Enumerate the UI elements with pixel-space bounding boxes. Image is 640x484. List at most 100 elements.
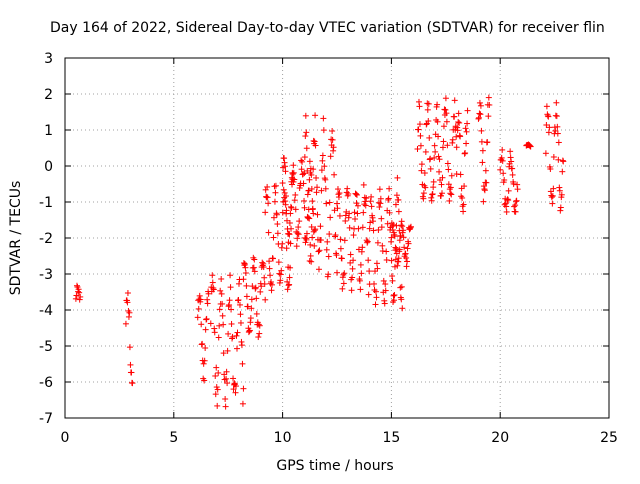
- data-point: [243, 293, 250, 300]
- data-point: [203, 315, 210, 322]
- data-point: [323, 246, 330, 253]
- data-point: [348, 287, 355, 294]
- data-point: [77, 293, 84, 300]
- data-point: [227, 284, 234, 291]
- data-point: [327, 214, 334, 221]
- data-point: [500, 170, 507, 177]
- data-point: [360, 181, 367, 188]
- data-point: [197, 296, 204, 303]
- data-point: [334, 205, 341, 212]
- data-point: [442, 95, 449, 102]
- data-point: [329, 136, 336, 143]
- data-point: [219, 300, 226, 307]
- data-point: [272, 182, 279, 189]
- data-point: [486, 101, 493, 108]
- data-point: [390, 297, 397, 304]
- data-point: [129, 380, 136, 387]
- data-point: [223, 368, 230, 375]
- data-point: [395, 208, 402, 215]
- data-point: [279, 240, 286, 247]
- data-point: [395, 196, 402, 203]
- data-point: [300, 180, 307, 187]
- data-point: [268, 278, 275, 285]
- data-point: [383, 256, 390, 263]
- data-point: [282, 163, 289, 170]
- data-point: [434, 118, 441, 125]
- data-point: [363, 195, 370, 202]
- data-point: [415, 126, 422, 133]
- y-tick-label: 2: [44, 87, 53, 103]
- data-point: [498, 154, 505, 161]
- data-point: [477, 102, 484, 109]
- data-point: [421, 170, 428, 177]
- data-point: [270, 214, 277, 221]
- data-point: [309, 206, 316, 213]
- data-point: [314, 211, 321, 218]
- data-point: [546, 124, 553, 131]
- data-point: [210, 286, 217, 293]
- data-point: [503, 208, 510, 215]
- data-point: [427, 155, 434, 162]
- data-point: [243, 282, 250, 289]
- data-point: [356, 277, 363, 284]
- data-point: [242, 264, 249, 271]
- data-point: [360, 209, 367, 216]
- data-point: [373, 260, 380, 267]
- data-point: [365, 291, 372, 298]
- data-point: [232, 389, 239, 396]
- data-point: [401, 244, 408, 251]
- y-tick-label: -1: [39, 195, 53, 211]
- data-point: [234, 345, 241, 352]
- data-point: [430, 184, 437, 191]
- data-point: [558, 191, 565, 198]
- data-point: [215, 369, 222, 376]
- data-point: [354, 202, 361, 209]
- data-point: [398, 283, 405, 290]
- x-tick-label: 0: [61, 430, 70, 446]
- data-point: [460, 201, 467, 208]
- data-point: [442, 106, 449, 113]
- data-point: [455, 110, 462, 117]
- data-point: [394, 174, 401, 181]
- data-point: [342, 217, 349, 224]
- data-point: [312, 112, 319, 119]
- data-point: [422, 184, 429, 191]
- data-point: [438, 192, 445, 199]
- data-point: [326, 231, 333, 238]
- data-point: [283, 245, 290, 252]
- data-point: [366, 225, 373, 232]
- data-point: [310, 210, 317, 217]
- data-point: [439, 174, 446, 181]
- data-point: [292, 206, 299, 213]
- data-point: [554, 130, 561, 137]
- data-point: [219, 312, 226, 319]
- data-point: [483, 179, 490, 186]
- data-point: [292, 191, 299, 198]
- data-point: [253, 310, 260, 317]
- data-point: [352, 190, 359, 197]
- data-point: [366, 268, 373, 275]
- data-point: [234, 329, 241, 336]
- data-point: [416, 121, 423, 128]
- data-point: [266, 258, 273, 265]
- data-point: [280, 186, 287, 193]
- data-point: [476, 99, 483, 106]
- data-point: [362, 202, 369, 209]
- data-point: [305, 187, 312, 194]
- data-point: [303, 230, 310, 237]
- data-point: [543, 103, 550, 110]
- data-point: [459, 194, 466, 201]
- plot-frame: [64, 57, 610, 419]
- data-point: [512, 208, 519, 215]
- data-point: [318, 187, 325, 194]
- data-point: [503, 203, 510, 210]
- data-point: [323, 200, 330, 207]
- data-point: [420, 195, 427, 202]
- data-point: [430, 178, 437, 185]
- data-point: [479, 147, 486, 154]
- data-point: [214, 386, 221, 393]
- data-point: [313, 174, 320, 181]
- data-point: [357, 261, 364, 268]
- data-point: [73, 292, 80, 299]
- data-point: [311, 138, 318, 145]
